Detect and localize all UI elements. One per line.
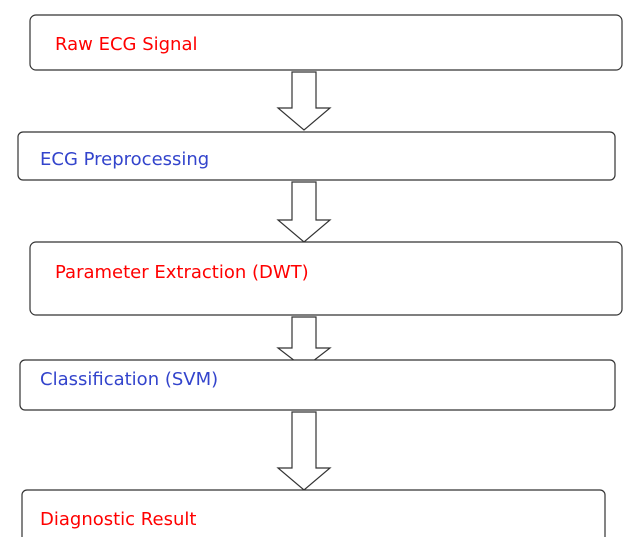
node-box [21,489,606,537]
node-box [29,14,623,71]
arrow [276,71,332,131]
arrow [276,411,332,491]
node-label: ECG Preprocessing [40,149,209,170]
node-label: Diagnostic Result [40,509,196,530]
node-box [17,131,616,181]
arrow [276,316,332,369]
arrow [276,181,332,243]
node-label: Parameter Extraction (DWT) [55,262,309,283]
node-box [19,359,616,411]
node-label: Classification (SVM) [40,369,218,390]
node-label: Raw ECG Signal [55,34,198,55]
node-box [29,241,623,316]
